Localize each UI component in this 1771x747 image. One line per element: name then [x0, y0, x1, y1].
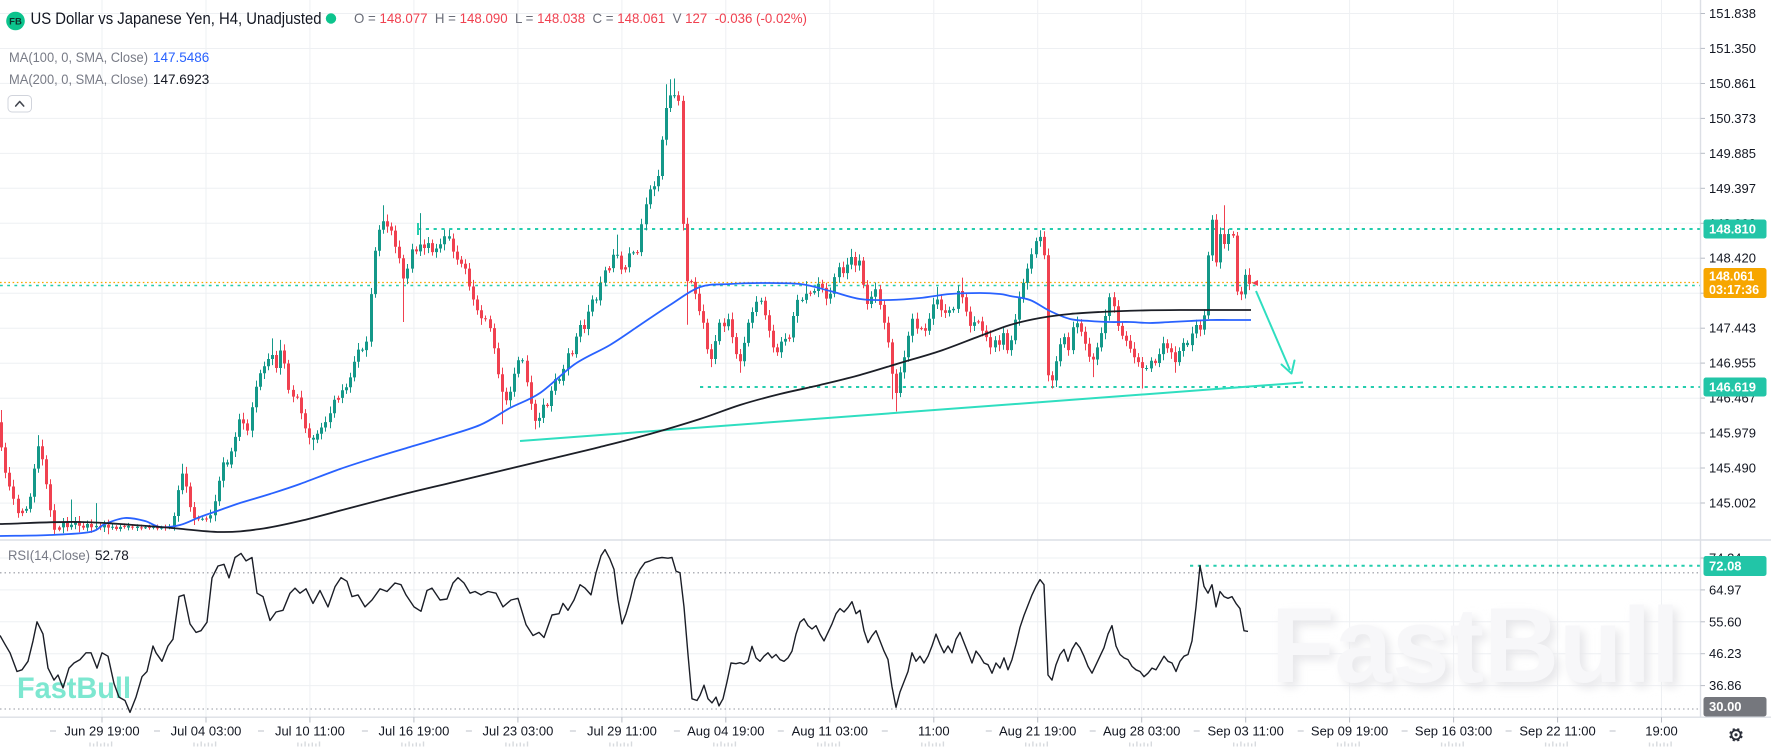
svg-text:Jul 23 03:00: Jul 23 03:00 — [482, 724, 553, 739]
svg-text:Aug 21 19:00: Aug 21 19:00 — [999, 724, 1076, 739]
svg-text:Sep 16 03:00: Sep 16 03:00 — [1415, 724, 1492, 739]
svg-text:151.838: 151.838 — [1709, 6, 1756, 21]
svg-text:148.810: 148.810 — [1709, 222, 1756, 237]
svg-text:150.373: 150.373 — [1709, 111, 1756, 126]
svg-text:151.350: 151.350 — [1709, 41, 1756, 56]
svg-text:145.490: 145.490 — [1709, 461, 1756, 476]
svg-text:52.78: 52.78 — [95, 548, 129, 563]
svg-text:RSI(14,Close): RSI(14,Close) — [8, 548, 90, 563]
svg-text:149.885: 149.885 — [1709, 146, 1756, 161]
svg-text:148.420: 148.420 — [1709, 251, 1756, 266]
svg-text:03:17:36: 03:17:36 — [1709, 283, 1759, 297]
svg-text:Jul 16 19:00: Jul 16 19:00 — [378, 724, 449, 739]
svg-text:Jul 29 11:00: Jul 29 11:00 — [587, 724, 657, 739]
svg-text:US Dollar vs Japanese Yen, H4,: US Dollar vs Japanese Yen, H4, Unadjuste… — [31, 10, 322, 28]
svg-text:O = 148.077 H = 148.090 L =: O = 148.077 H = 148.090 L = 148.038 C = … — [354, 10, 807, 26]
svg-text:64.97: 64.97 — [1709, 582, 1742, 597]
svg-text:Jun 29 19:00: Jun 29 19:00 — [64, 724, 139, 739]
svg-text:147.443: 147.443 — [1709, 321, 1756, 336]
svg-text:FastBull: FastBull — [1271, 585, 1680, 705]
svg-text:19:00: 19:00 — [1645, 724, 1678, 739]
svg-text:147.5486: 147.5486 — [153, 50, 209, 65]
svg-text:Aug 28 03:00: Aug 28 03:00 — [1103, 724, 1180, 739]
svg-text:146.619: 146.619 — [1709, 380, 1756, 395]
svg-text:46.23: 46.23 — [1709, 646, 1742, 661]
svg-text:149.397: 149.397 — [1709, 181, 1756, 196]
svg-text:MA(100, 0, SMA, Close): MA(100, 0, SMA, Close) — [9, 50, 148, 65]
svg-text:55.60: 55.60 — [1709, 614, 1742, 629]
svg-text:Aug 04 19:00: Aug 04 19:00 — [687, 724, 764, 739]
svg-text:FastBull: FastBull — [1276, 590, 1685, 710]
svg-text:Sep 22 11:00: Sep 22 11:00 — [1519, 724, 1595, 739]
svg-text:145.979: 145.979 — [1709, 426, 1756, 441]
svg-text:Jul 10 11:00: Jul 10 11:00 — [275, 724, 345, 739]
svg-text:36.86: 36.86 — [1709, 678, 1742, 693]
svg-text:FastBull: FastBull — [17, 672, 131, 705]
svg-text:72.08: 72.08 — [1709, 559, 1742, 574]
svg-text:MA(200, 0, SMA, Close): MA(200, 0, SMA, Close) — [9, 72, 148, 87]
svg-text:11:00: 11:00 — [918, 724, 950, 739]
svg-text:147.6923: 147.6923 — [153, 72, 209, 87]
svg-text:Aug 11 03:00: Aug 11 03:00 — [792, 724, 868, 739]
svg-text:Sep 09 19:00: Sep 09 19:00 — [1311, 724, 1388, 739]
svg-text:30.00: 30.00 — [1709, 699, 1742, 714]
svg-text:FB: FB — [9, 17, 22, 28]
svg-text:145.002: 145.002 — [1709, 496, 1756, 511]
svg-text:150.861: 150.861 — [1709, 76, 1756, 91]
svg-text:Sep 03 11:00: Sep 03 11:00 — [1208, 724, 1284, 739]
svg-text:146.955: 146.955 — [1709, 356, 1756, 371]
svg-text:Jul 04 03:00: Jul 04 03:00 — [171, 724, 242, 739]
svg-text:148.061: 148.061 — [1709, 270, 1754, 284]
